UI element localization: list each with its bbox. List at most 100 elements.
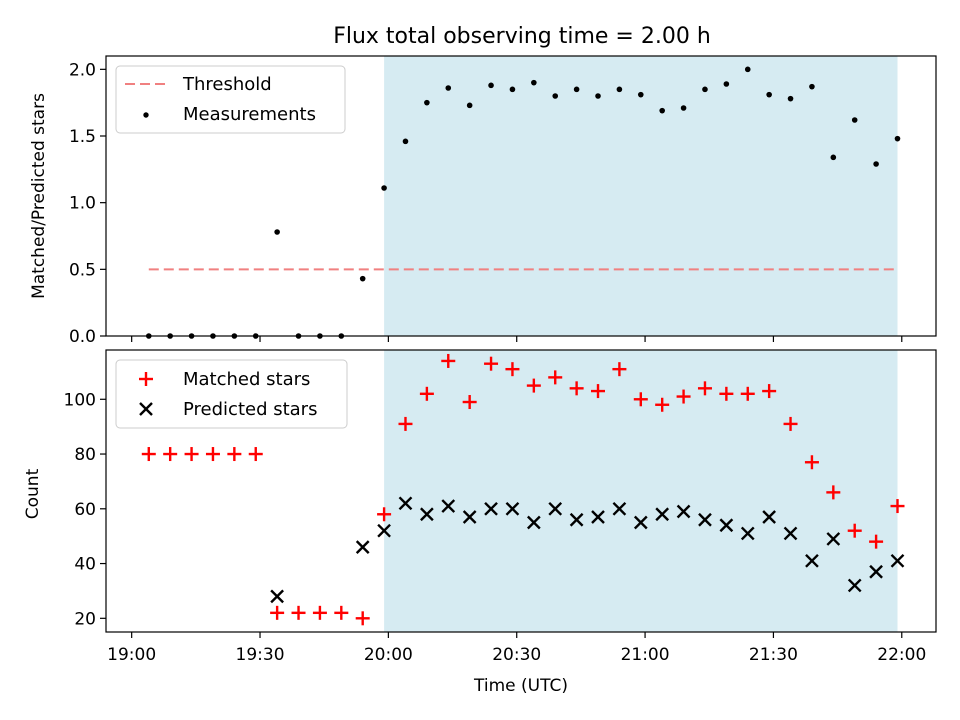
matched-star-point xyxy=(526,378,541,393)
predicted-star-point xyxy=(676,504,691,519)
top-y-axis-label: Matched/Predicted stars xyxy=(29,93,49,299)
bottom-x-axis: 19:00 19:30 20:00 20:30 21:00 21:30 22:00 xyxy=(107,632,926,665)
measurement-point xyxy=(851,117,858,123)
x-tick-label: 22:00 xyxy=(877,645,926,665)
matched-star-point xyxy=(312,605,327,620)
predicted-star-point xyxy=(462,510,477,524)
y-tick-label: 80 xyxy=(74,445,96,465)
measurement-point xyxy=(466,102,473,109)
matched-star-point xyxy=(163,447,178,462)
bottom-axes-frame xyxy=(105,349,937,633)
matched-star-point xyxy=(697,381,712,396)
predicted-star-point xyxy=(270,589,284,604)
predicted-star-point xyxy=(526,515,541,530)
measurement-point xyxy=(424,99,430,106)
measurement-point xyxy=(359,275,366,282)
matched-star-point xyxy=(548,370,563,385)
x-tick-label: 20:00 xyxy=(364,645,413,665)
matched-star-point xyxy=(591,384,606,399)
y-tick-label: 60 xyxy=(74,500,96,520)
predicted-star-point xyxy=(591,510,605,524)
predicted-star-point xyxy=(762,510,776,524)
measurement-point xyxy=(573,86,580,93)
measurement-point xyxy=(659,107,665,114)
matched-star-point xyxy=(398,416,413,431)
matched-star-point xyxy=(227,447,242,462)
matched-star-point xyxy=(826,485,841,500)
measurement-point xyxy=(787,95,794,102)
measurement-point xyxy=(274,229,280,235)
predicted-star-point xyxy=(783,526,798,541)
predicted-star-point xyxy=(398,496,413,511)
y-tick-label: 1.0 xyxy=(69,194,96,214)
legend-threshold-label: Threshold xyxy=(182,74,272,95)
predicted-star-point xyxy=(805,553,819,568)
matched-star-point xyxy=(248,447,263,462)
legend-matched-swatch xyxy=(139,372,153,386)
predicted-star-point xyxy=(698,512,712,527)
predicted-star-point xyxy=(484,501,498,516)
matched-star-point xyxy=(612,362,627,377)
matched-star-point xyxy=(419,386,434,401)
top-y-axis: 0.0 0.5 1.0 1.5 2.0 xyxy=(69,60,106,347)
y-tick-label: 100 xyxy=(64,390,96,410)
predicted-star-point xyxy=(420,507,434,522)
matched-star-point xyxy=(569,381,584,396)
measurement-point xyxy=(552,93,559,99)
measurement-point xyxy=(809,83,815,90)
predicted-star-point xyxy=(719,518,734,533)
measurement-point xyxy=(402,138,409,145)
matched-star-point xyxy=(141,447,156,462)
measurement-point xyxy=(830,154,837,161)
matched-star-point xyxy=(719,386,734,401)
matched-star-point xyxy=(334,605,349,620)
predicted-star-point xyxy=(355,540,370,554)
measurement-point xyxy=(702,86,708,93)
matched-star-point xyxy=(505,362,520,377)
matched-star-point xyxy=(740,386,755,401)
predicted-star-point xyxy=(505,501,520,516)
predicted-star-point xyxy=(548,501,563,516)
bottom-legend-box xyxy=(115,359,348,429)
bottom-legend: Matched stars Predicted stars xyxy=(115,359,348,429)
matched-star-point xyxy=(869,534,884,549)
measurement-point xyxy=(766,91,772,98)
bottom-y-axis-label: Count xyxy=(23,468,43,519)
measurement-point xyxy=(616,86,623,93)
measurement-point xyxy=(531,79,537,86)
measurement-point xyxy=(680,105,687,111)
x-tick-label: 20:30 xyxy=(492,645,541,665)
top-legend: Threshold Measurements xyxy=(115,65,346,134)
y-tick-label: 1.5 xyxy=(69,127,96,147)
x-tick-label: 19:00 xyxy=(107,645,156,665)
top-axes-frame xyxy=(105,55,937,337)
bottom-panel: 20 40 60 80 100 19:00 19:30 20:00 20:30 21:00 21:… xyxy=(23,349,937,696)
y-tick-label: 40 xyxy=(74,555,96,575)
measurement-point xyxy=(873,161,879,167)
predicted-star-point xyxy=(569,512,584,527)
matched-star-point xyxy=(762,384,777,399)
legend-predicted-swatch xyxy=(139,402,153,416)
matched-star-point xyxy=(633,392,648,407)
predicted-star-point xyxy=(633,515,648,530)
x-tick-label: 21:30 xyxy=(749,645,798,665)
top-legend-box xyxy=(115,65,346,134)
matched-star-point xyxy=(441,353,456,368)
legend-measurements-label: Measurements xyxy=(183,104,316,125)
measurement-point xyxy=(723,81,730,87)
legend-matched-label: Matched stars xyxy=(183,369,310,390)
measurement-point xyxy=(637,91,644,98)
matched-star-point xyxy=(462,395,477,410)
matched-star-point xyxy=(804,455,819,470)
predicted-star-point xyxy=(377,523,391,538)
measurement-point xyxy=(488,82,494,89)
bottom-y-axis: 20 40 60 80 100 xyxy=(64,390,106,629)
matched-star-point xyxy=(676,389,691,404)
matched-star-point xyxy=(847,523,862,538)
predicted-star-point xyxy=(826,532,841,546)
predicted-star-point xyxy=(869,564,883,579)
x-axis-label: Time (UTC) xyxy=(473,676,568,696)
predicted-star-point xyxy=(740,526,755,541)
matched-star-point xyxy=(484,356,499,371)
